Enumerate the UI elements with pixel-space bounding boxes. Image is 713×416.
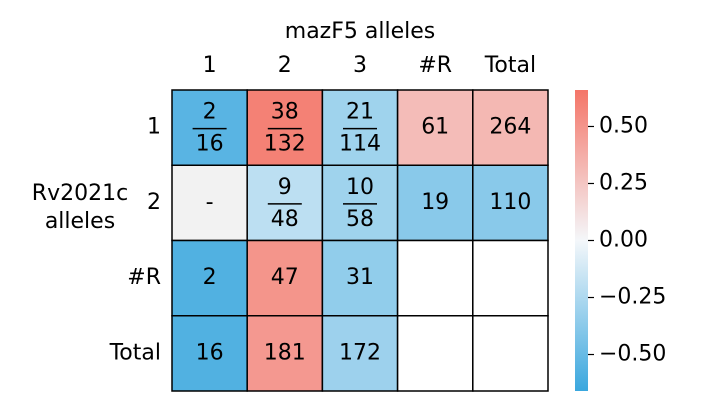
cell-numerator: 2	[203, 100, 217, 125]
cell-count: 47	[271, 265, 299, 290]
cell-denominator: 58	[346, 207, 374, 232]
cell-count: 31	[346, 265, 374, 290]
y-tick-label: 1	[147, 115, 161, 140]
cell-count: 61	[421, 115, 449, 140]
heatmap-cell	[396, 315, 474, 392]
heatmap-cell	[472, 315, 549, 392]
cell-count: 181	[264, 340, 306, 365]
y-axis-label: Rv2021c alleles	[31, 181, 129, 234]
heatmap-cell	[321, 89, 399, 166]
y-tick-label: #R	[127, 265, 161, 290]
y-tick-label: Total	[109, 340, 161, 365]
heatmap-cell	[246, 315, 324, 392]
heatmap-cell	[246, 89, 324, 166]
colorbar-tick-label: 0.00	[599, 228, 648, 253]
colorbar-tick-label: 0.25	[599, 170, 648, 195]
heatmap-cell	[246, 239, 324, 317]
heatmap-cell	[171, 164, 248, 242]
heatmap-cell	[472, 239, 549, 317]
cell-count: 172	[339, 340, 381, 365]
y-tick-label: 2	[147, 190, 161, 215]
heatmap-cell	[321, 239, 399, 317]
heatmap-cell	[246, 164, 324, 242]
colorbar-tick-label: −0.25	[599, 285, 666, 310]
cell-count: 19	[421, 190, 449, 215]
colorbar-tick-label: −0.50	[599, 342, 666, 367]
heatmap-cell	[321, 315, 399, 392]
colorbar-tick-label: 0.50	[599, 113, 648, 138]
heatmap-cell	[472, 89, 549, 166]
cell-numerator: 9	[278, 175, 292, 200]
cell-denominator: 48	[271, 207, 299, 232]
cell-numerator: 21	[346, 100, 374, 125]
cell-count: 264	[489, 115, 531, 140]
chart-title: mazF5 alleles	[285, 19, 435, 44]
cell-denominator: 16	[196, 132, 224, 157]
colorbar	[575, 90, 588, 391]
x-tick-label: 2	[278, 53, 292, 78]
heatmap-cell	[171, 315, 248, 392]
x-tick-label: #R	[418, 53, 452, 78]
cell-denominator: 114	[339, 132, 381, 157]
heatmap-cell	[396, 164, 474, 242]
x-tick-label: Total	[484, 53, 536, 78]
cell-count: 16	[196, 340, 224, 365]
heatmap-cell	[171, 239, 248, 317]
cell-numerator: 38	[271, 100, 299, 125]
cell-count: 110	[489, 190, 531, 215]
x-tick-label: 3	[353, 53, 367, 78]
cell-count: 2	[203, 265, 217, 290]
cell-numerator: 10	[346, 175, 374, 200]
heatmap-cell	[396, 239, 474, 317]
x-tick-label: 1	[203, 53, 217, 78]
cell-denominator: 132	[264, 132, 306, 157]
cell-label: -	[206, 190, 214, 215]
heatmap-cell	[171, 89, 248, 166]
